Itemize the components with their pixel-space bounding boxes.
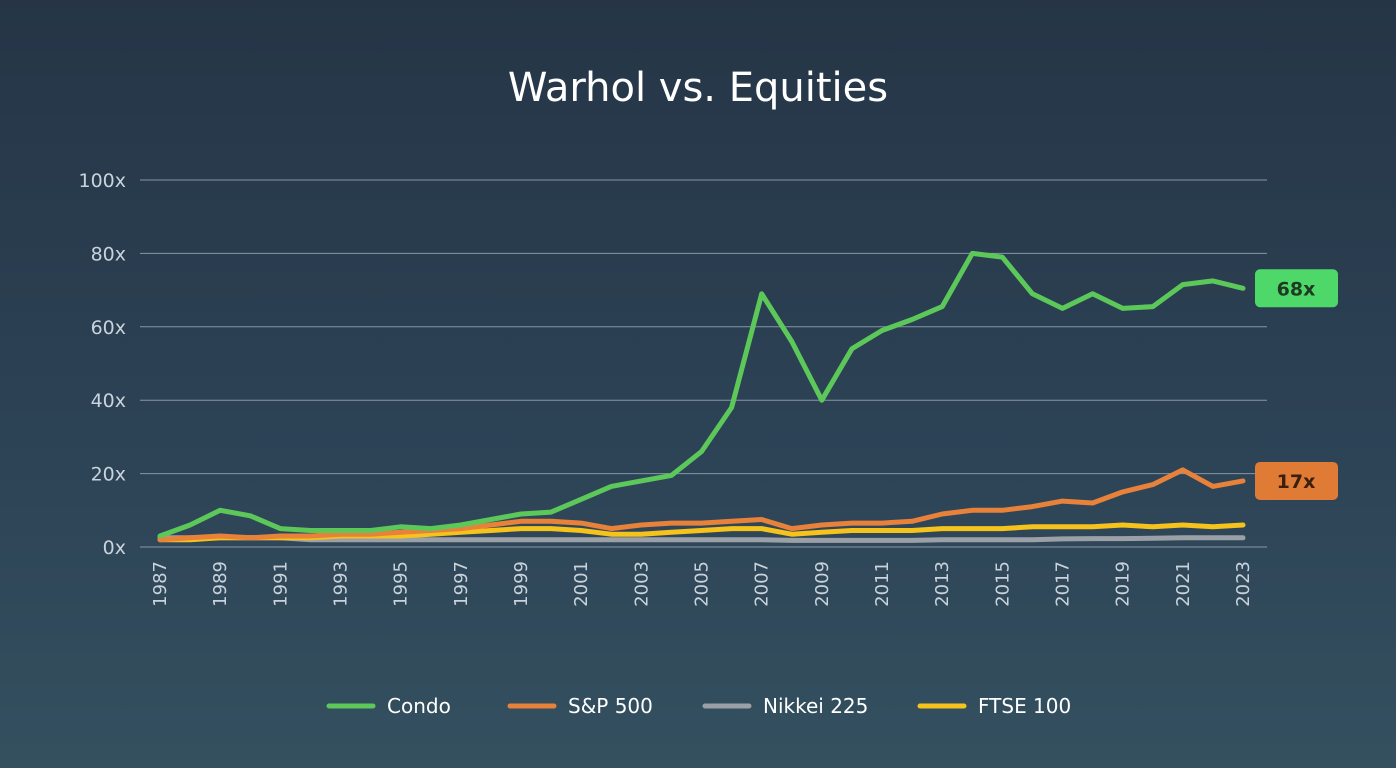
series-line-condo [157,250,1246,539]
series-line-nikkei-225 [157,535,1246,543]
x-tick-label: 2015 [992,561,1013,607]
legend-item-ftse-100: FTSE 100 [917,694,1071,718]
legend-item-nikkei-225: Nikkei 225 [702,694,868,718]
x-tick-label: 2021 [1173,561,1194,607]
badge-label: 68x [1277,278,1316,300]
y-tick-label: 40x [91,390,126,412]
badge-background [1255,269,1338,308]
y-tick-label: 20x [91,464,126,486]
x-tick-label: 2017 [1053,561,1074,607]
legend-item-condo: Condo [326,694,451,718]
x-tick-label: 2005 [692,561,713,607]
y-tick-label: 100x [78,170,126,192]
chart-title: Warhol vs. Equities [508,65,888,111]
badge-17x: 17x [1255,461,1338,500]
x-tick-label: 2023 [1233,561,1254,607]
badge-label: 17x [1277,471,1316,493]
x-tick-label: 1993 [331,561,352,607]
x-tick-label: 2013 [932,561,953,607]
x-tick-label: 2009 [812,561,833,607]
x-tick-label: 1995 [391,561,412,607]
x-tick-label: 2003 [631,561,652,607]
legend-label: Nikkei 225 [763,694,868,718]
y-tick-label: 80x [91,243,126,265]
gridlines [140,179,1267,548]
legend: Condo S&P 500 Nikkei 225 FTSE 100 [326,694,1071,718]
x-tick-label: 1997 [451,561,472,607]
y-axis: 0x 20x 40x 60x 80x 100x [78,170,126,559]
x-axis: 1987 1989 1991 1993 1995 1997 1999 2001 2003 2005… [150,561,1254,607]
x-tick-label: 2007 [752,561,773,607]
y-tick-label: 60x [91,317,126,339]
series-line-s-p-500 [157,467,1246,543]
legend-label: FTSE 100 [978,694,1071,718]
series-lines [157,250,1246,543]
badge-background [1255,461,1338,500]
x-tick-label: 1999 [511,561,532,607]
x-tick-label: 2019 [1113,561,1134,607]
end-value-badges: 68x 17x [1255,269,1338,500]
badge-68x: 68x [1255,269,1338,308]
x-tick-label: 1989 [210,561,231,607]
x-tick-label: 1987 [150,561,171,607]
y-tick-label: 0x [103,537,126,559]
legend-item-s-p-500: S&P 500 [507,694,653,718]
x-tick-label: 2001 [571,561,592,607]
x-tick-label: 2011 [872,561,893,607]
x-tick-label: 1991 [270,561,291,607]
legend-label: S&P 500 [568,694,653,718]
legend-label: Condo [387,694,451,718]
